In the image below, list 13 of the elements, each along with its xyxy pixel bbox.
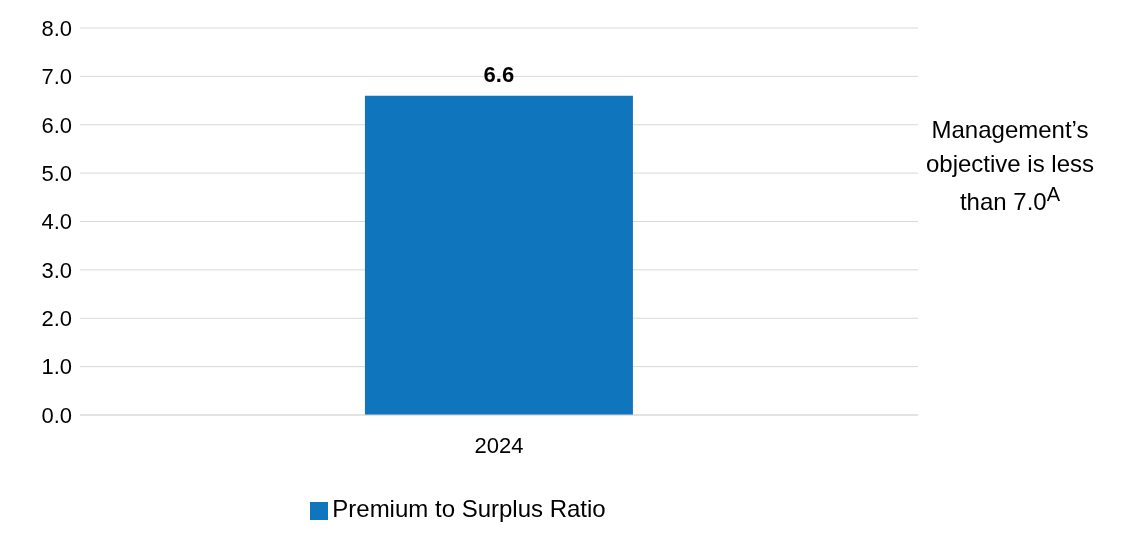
- y-tick-label: 5.0: [41, 160, 72, 186]
- y-tick-label: 4.0: [41, 209, 72, 235]
- data-label: 6.6: [483, 61, 515, 87]
- y-tick-label: 7.0: [41, 64, 72, 90]
- y-tick-label: 6.0: [41, 112, 72, 138]
- y-tick-label: 1.0: [41, 354, 72, 380]
- x-tick-label: 2024: [474, 432, 524, 458]
- text: Management’s objective is less than 7.0$^{A}$: [924, 115, 1096, 218]
- y-tick-label: 0.0: [41, 402, 72, 428]
- y-tick-label: 3.0: [41, 257, 72, 283]
- y-tick-label: 2.0: [41, 306, 72, 332]
- y-tick-label: 8.0: [41, 15, 72, 41]
- legend-label: Premium to Surplus Ratio: [332, 495, 606, 522]
